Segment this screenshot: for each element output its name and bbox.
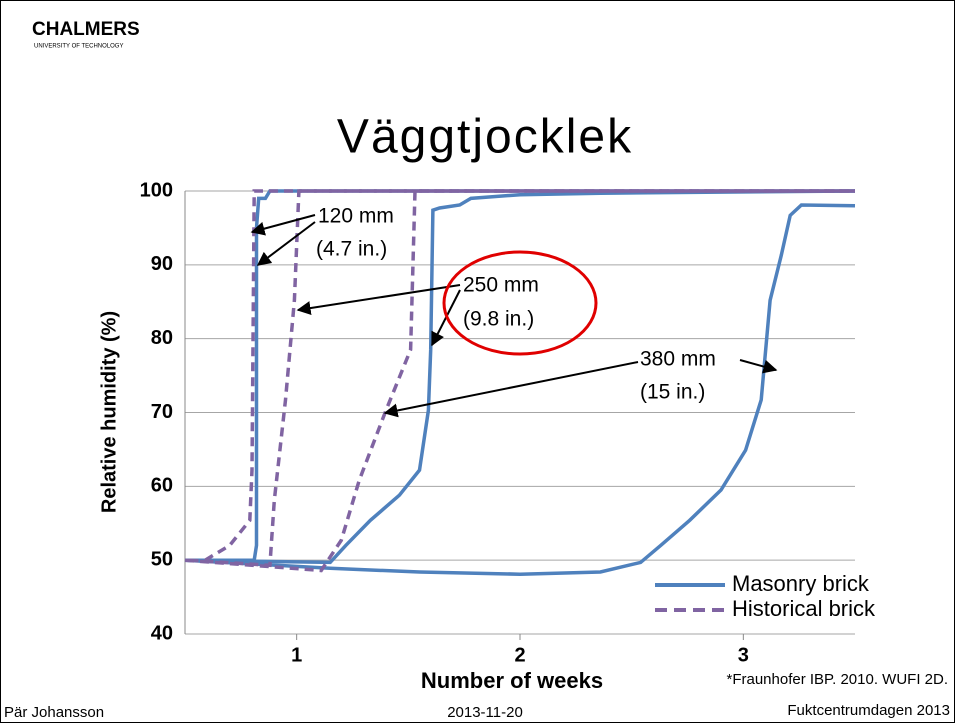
- x-tick-label: 3: [738, 644, 749, 666]
- plot: 40 50 60 70 80 90 100 1 2 3 Masonry brickHistorica…: [140, 179, 876, 666]
- source-note: *Fraunhofer IBP. 2010. WUFI 2D.: [727, 671, 949, 688]
- annotation-arrows: [250, 214, 778, 418]
- x-axis-label: Number of weeks: [421, 668, 603, 693]
- annotation: (9.8 in.): [463, 308, 534, 331]
- highlight-ellipse: [442, 250, 598, 356]
- x-tick-label: 1: [291, 644, 302, 666]
- y-tick-label: 60: [151, 475, 173, 497]
- annotation: 250 mm: [463, 274, 539, 297]
- series-line: [184, 203, 856, 576]
- annotation: 120 mm: [318, 205, 394, 228]
- annotation: (4.7 in.): [316, 238, 387, 261]
- y-axis-label: Relative humidity (%): [98, 311, 120, 513]
- y-tick-label: 40: [151, 622, 173, 644]
- series-line: [184, 189, 856, 565]
- footer-author: Pär Johansson: [4, 704, 104, 721]
- x-tick-label: 2: [514, 644, 525, 666]
- y-tick-label: 80: [151, 327, 173, 349]
- y-tick-label: 100: [140, 179, 173, 201]
- y-tick-label: 90: [151, 253, 173, 275]
- annotation: 380 mm: [640, 348, 716, 371]
- series-line: [204, 189, 855, 562]
- footer-event: Fuktcentrumdagen 2013: [787, 702, 950, 719]
- footer-date: 2013-11-20: [447, 704, 523, 721]
- annotation: (15 in.): [640, 381, 705, 404]
- legend-label: Masonry brick: [732, 571, 870, 596]
- slide-title: Väggtjocklek: [337, 111, 633, 164]
- legend-label: Historical brick: [732, 596, 876, 621]
- series-line: [189, 189, 855, 568]
- logo-sub: UNIVERSITY OF TECHNOLOGY: [34, 44, 123, 50]
- y-tick-label: 70: [151, 401, 173, 423]
- series-line: [184, 189, 855, 573]
- logo: CHALMERS: [32, 19, 140, 40]
- y-tick-label: 50: [151, 548, 173, 570]
